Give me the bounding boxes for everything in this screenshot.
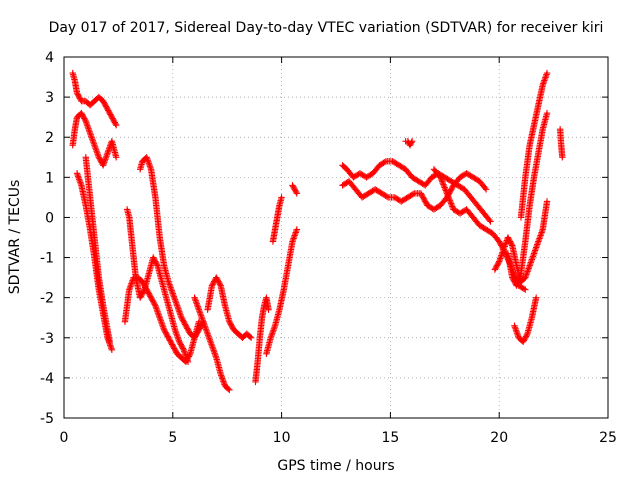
- series-track-p: [402, 138, 416, 149]
- x-tick-label: 25: [599, 430, 617, 446]
- series-track-q: [430, 166, 529, 293]
- y-tick-label: 3: [45, 90, 54, 106]
- x-tick-label: 20: [490, 430, 508, 446]
- plot-frame: [63, 56, 609, 419]
- y-tick-label: -5: [40, 411, 54, 427]
- x-tick-label: 5: [168, 430, 177, 446]
- y-tick-label: 0: [45, 210, 54, 226]
- y-tick-label: -4: [40, 371, 54, 387]
- x-tick-label: 15: [381, 430, 399, 446]
- series-track-s: [504, 109, 551, 289]
- series-track-m: [289, 182, 301, 197]
- y-tick-label: -3: [40, 331, 54, 347]
- y-axis-label: SDTVAR / TECUs: [7, 180, 23, 295]
- series-track-h: [191, 294, 233, 394]
- x-tick-label: 10: [273, 430, 291, 446]
- series-track-b: [69, 109, 120, 169]
- series-track-k: [263, 226, 301, 358]
- series-track-u: [511, 294, 540, 345]
- series-track-o: [339, 170, 490, 213]
- y-tick-label: 4: [45, 50, 54, 66]
- series-track-n: [339, 158, 494, 225]
- series-track-l: [269, 194, 285, 245]
- y-tick-label: -1: [40, 251, 54, 267]
- series-track-t: [517, 69, 551, 221]
- series-track-a: [69, 69, 120, 129]
- grid-lines: [64, 57, 608, 418]
- y-tick-label: 2: [45, 130, 54, 146]
- data-points: [69, 69, 566, 394]
- y-tick-label: -2: [40, 291, 54, 307]
- y-tick-label: 1: [45, 170, 54, 186]
- series-track-d: [82, 154, 113, 345]
- series-track-f: [123, 206, 192, 366]
- series-track-j: [252, 294, 272, 386]
- x-axis-label: GPS time / hours: [277, 458, 394, 474]
- x-tick-label: 0: [60, 430, 69, 446]
- axis-ticks: 0 5 10 15 20 25 -5 -4 -3 -2 -1 0 1 2 3 4: [40, 50, 617, 446]
- series-track-g: [136, 154, 207, 341]
- series-track-v: [556, 126, 566, 161]
- series-track-i: [204, 274, 255, 341]
- chart-title: Day 017 of 2017, Sidereal Day-to-day VTE…: [49, 20, 604, 36]
